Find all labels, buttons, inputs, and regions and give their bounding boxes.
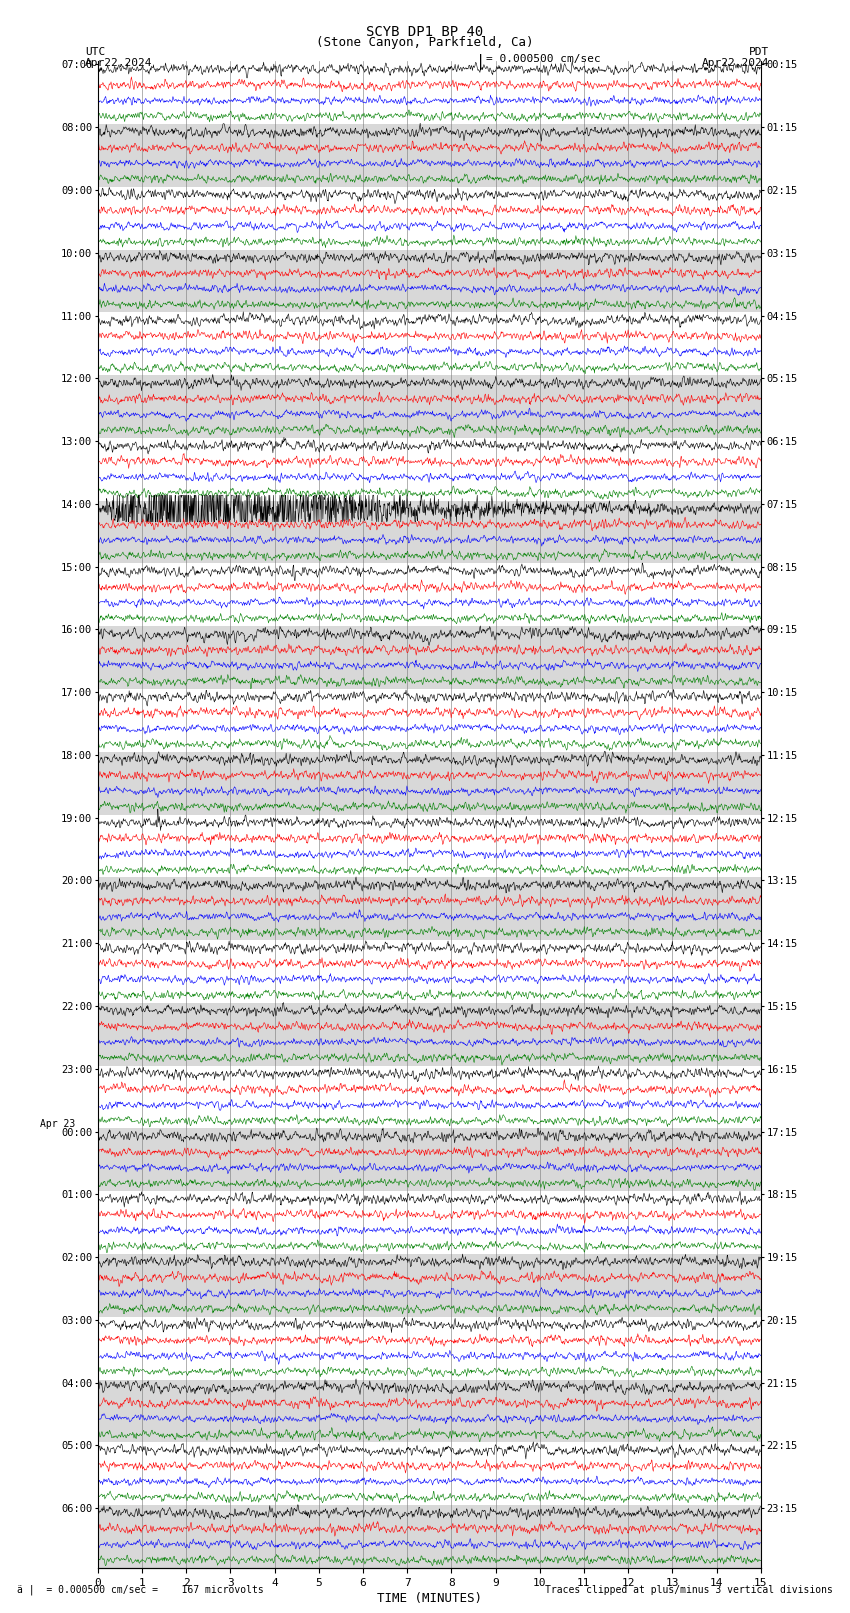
Text: = 0.000500 cm/sec: = 0.000500 cm/sec	[486, 53, 601, 65]
Bar	[98, 815, 761, 877]
Bar	[98, 376, 761, 437]
Bar	[98, 1129, 761, 1190]
Bar	[98, 1379, 761, 1442]
Bar	[98, 940, 761, 1003]
Text: PDT: PDT	[749, 47, 769, 56]
Text: SCYB DP1 BP 40: SCYB DP1 BP 40	[366, 24, 484, 39]
Bar	[98, 1066, 761, 1129]
Bar	[98, 500, 761, 563]
Text: Apr22,2024: Apr22,2024	[85, 58, 152, 68]
Text: UTC: UTC	[85, 47, 105, 56]
Bar	[98, 626, 761, 689]
Bar	[98, 1505, 761, 1568]
X-axis label: TIME (MINUTES): TIME (MINUTES)	[377, 1592, 482, 1605]
Text: |: |	[476, 53, 484, 69]
Bar	[98, 250, 761, 313]
Bar	[98, 563, 761, 626]
Bar	[98, 313, 761, 376]
Bar	[98, 187, 761, 250]
Bar	[98, 689, 761, 752]
Bar	[98, 1190, 761, 1253]
Bar	[98, 1442, 761, 1505]
Text: Traces clipped at plus/minus 3 vertical divisions: Traces clipped at plus/minus 3 vertical …	[545, 1586, 833, 1595]
Bar	[98, 1253, 761, 1316]
Text: Apr22,2024: Apr22,2024	[702, 58, 769, 68]
Bar	[98, 1003, 761, 1066]
Bar	[98, 437, 761, 500]
Text: Apr 23: Apr 23	[41, 1119, 76, 1129]
Bar	[98, 61, 761, 124]
Text: (Stone Canyon, Parkfield, Ca): (Stone Canyon, Parkfield, Ca)	[316, 37, 534, 50]
Bar	[98, 877, 761, 940]
Bar	[98, 124, 761, 187]
Bar	[98, 1316, 761, 1379]
Bar	[98, 752, 761, 815]
Text: ä |  = 0.000500 cm/sec =    167 microvolts: ä | = 0.000500 cm/sec = 167 microvolts	[17, 1584, 264, 1595]
